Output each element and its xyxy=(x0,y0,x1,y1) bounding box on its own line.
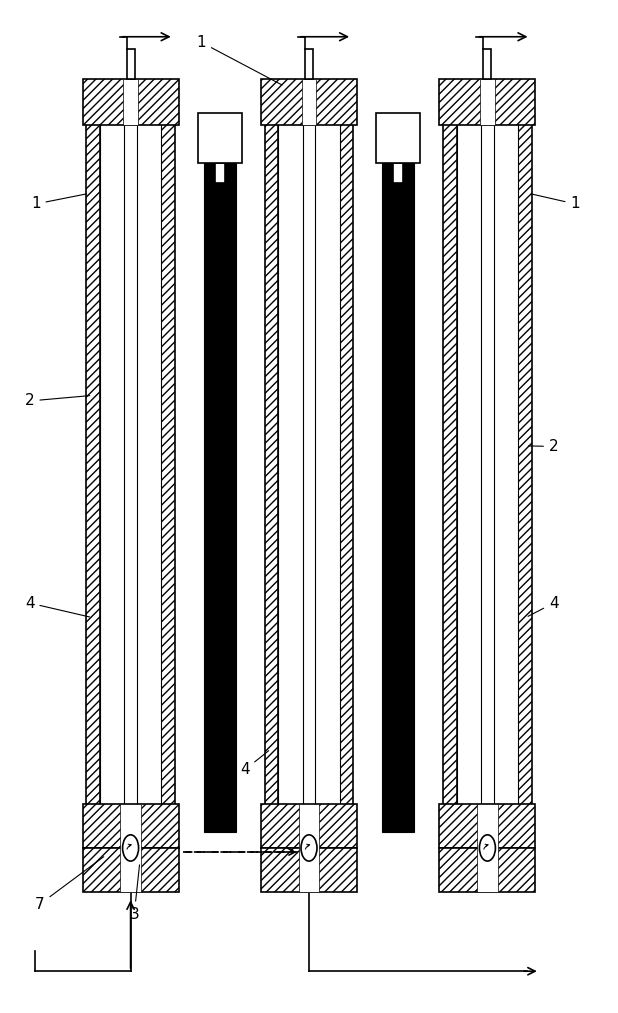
Bar xyxy=(439,848,535,892)
Bar xyxy=(340,118,353,835)
Text: 4: 4 xyxy=(25,596,90,617)
Bar xyxy=(298,803,320,892)
Bar xyxy=(480,79,495,125)
Bar xyxy=(483,49,491,79)
Text: 7: 7 xyxy=(35,857,104,912)
Bar xyxy=(261,79,357,125)
Bar xyxy=(518,118,531,835)
Bar xyxy=(83,803,179,848)
Bar xyxy=(305,49,313,79)
Circle shape xyxy=(301,835,317,861)
Bar xyxy=(100,118,161,835)
Bar xyxy=(215,163,225,183)
Bar xyxy=(302,79,316,125)
Bar xyxy=(121,803,141,892)
Bar xyxy=(83,848,179,892)
Text: 1: 1 xyxy=(31,193,87,212)
Bar xyxy=(382,163,414,832)
Bar xyxy=(127,49,135,79)
Text: 1: 1 xyxy=(197,34,282,85)
Text: 1: 1 xyxy=(531,193,580,212)
Bar xyxy=(161,118,175,835)
Bar xyxy=(261,848,357,892)
Circle shape xyxy=(480,835,496,861)
Text: 4: 4 xyxy=(528,596,559,616)
Bar xyxy=(204,163,236,832)
Text: 4: 4 xyxy=(240,751,269,777)
Bar xyxy=(261,803,357,848)
Text: 3: 3 xyxy=(129,865,140,922)
Text: 2: 2 xyxy=(528,439,559,454)
Bar xyxy=(278,118,340,835)
Bar xyxy=(198,112,242,163)
Bar xyxy=(477,803,497,892)
Circle shape xyxy=(122,835,138,861)
Bar xyxy=(439,803,535,848)
Bar xyxy=(265,118,278,835)
Bar xyxy=(87,118,100,835)
Bar xyxy=(443,118,457,835)
Bar xyxy=(123,79,138,125)
Bar xyxy=(393,163,403,183)
Text: 2: 2 xyxy=(25,393,90,408)
Bar xyxy=(376,112,420,163)
Bar xyxy=(457,118,518,835)
Bar xyxy=(439,79,535,125)
Bar xyxy=(83,79,179,125)
